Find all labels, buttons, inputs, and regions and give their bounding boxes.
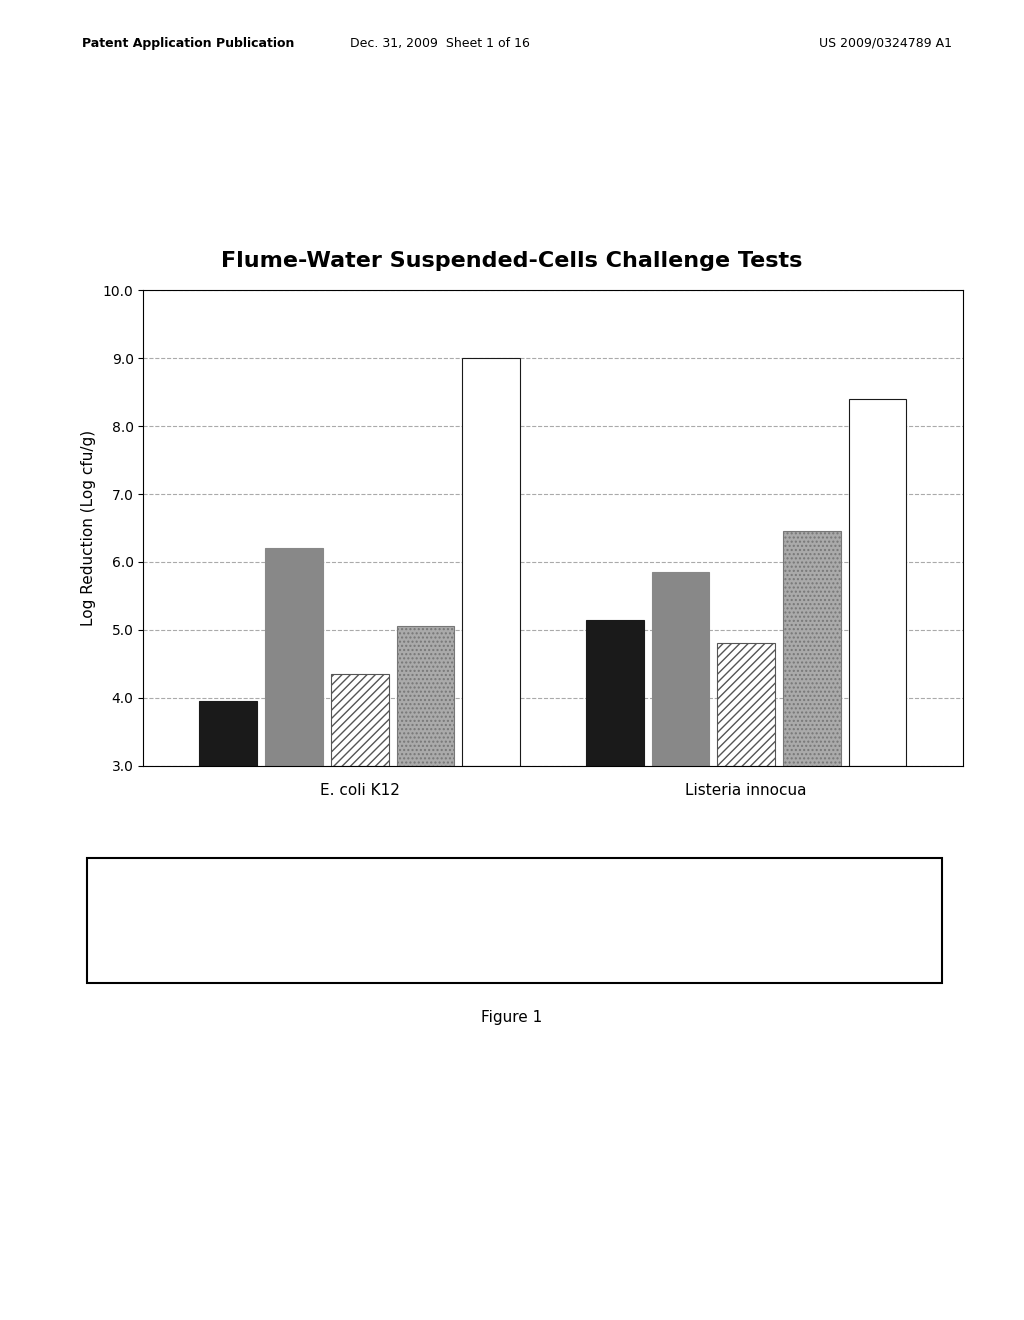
Text: Flume-Water Suspended-Cells Challenge Tests: Flume-Water Suspended-Cells Challenge Te…: [221, 251, 803, 271]
Text: Listeria innocua: Listeria innocua: [685, 783, 807, 797]
Bar: [586, 619, 644, 766]
Bar: [783, 532, 841, 766]
Text: Listeria: Listeria: [720, 891, 787, 906]
Text: Figure 1: Figure 1: [481, 1010, 543, 1024]
Bar: [265, 548, 323, 766]
Text: innocua: innocua: [358, 948, 429, 964]
Bar: [331, 675, 389, 766]
Bar: [717, 643, 775, 766]
Text: and: and: [675, 891, 720, 906]
Text: FE has the highest log reductions on: FE has the highest log reductions on: [242, 891, 581, 906]
Text: US 2009/0324789 A1: US 2009/0324789 A1: [819, 37, 952, 50]
Legend: Chlorinated Water, CS, Peracetic Acid, Lactic Acid, FE: Chlorinated Water, CS, Peracetic Acid, L…: [309, 858, 797, 878]
Bar: [200, 701, 257, 766]
Bar: [651, 572, 710, 766]
Text: E. coli K12: E. coli K12: [581, 891, 675, 906]
Text: E. coli K12: E. coli K12: [319, 783, 399, 797]
Bar: [396, 627, 455, 766]
Text: Dec. 31, 2009  Sheet 1 of 16: Dec. 31, 2009 Sheet 1 of 16: [350, 37, 530, 50]
Text: Patent Application Publication: Patent Application Publication: [82, 37, 294, 50]
Text: suspended in flume water: suspended in flume water: [429, 948, 671, 964]
Bar: [849, 399, 906, 766]
Y-axis label: Log Reduction (Log cfu/g): Log Reduction (Log cfu/g): [81, 430, 96, 626]
Bar: [462, 358, 520, 766]
